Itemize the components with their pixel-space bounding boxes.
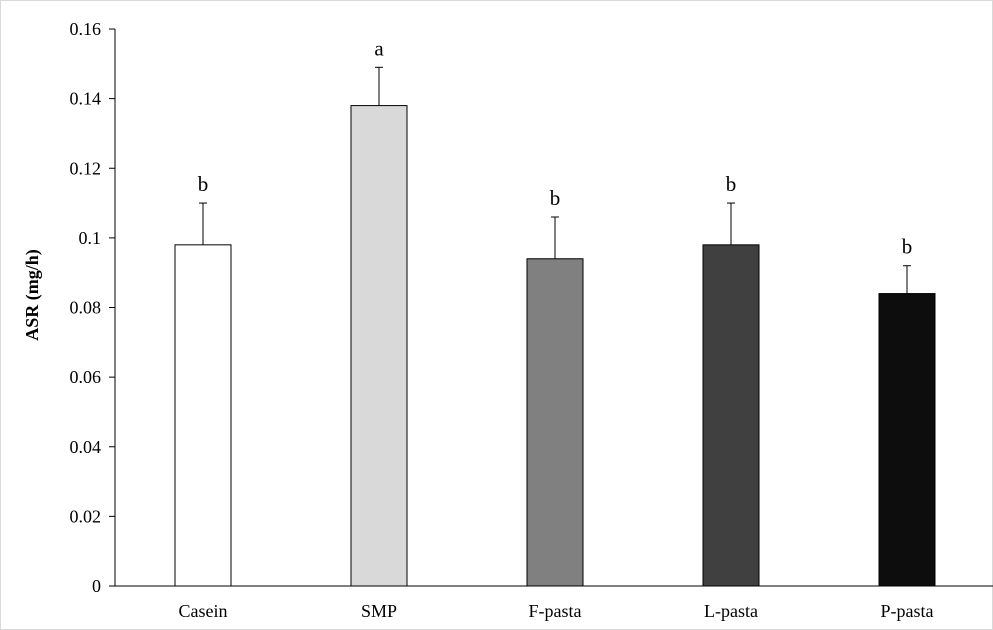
significance-label: b bbox=[902, 235, 913, 259]
y-tick-label: 0.16 bbox=[70, 19, 102, 39]
x-tick-label: F-pasta bbox=[529, 601, 582, 621]
x-tick-label: L-pasta bbox=[704, 601, 758, 621]
x-tick-label: SMP bbox=[361, 601, 397, 621]
bar-p-pasta bbox=[878, 293, 936, 587]
y-axis: 0 0.02 0.04 0.06 0.08 0.1 0.12 0.14 0.16 bbox=[70, 19, 116, 596]
significance-label: b bbox=[198, 172, 209, 196]
significance-label: a bbox=[374, 36, 384, 60]
y-tick-label: 0.12 bbox=[70, 158, 102, 178]
y-tick-label: 0.04 bbox=[70, 437, 102, 457]
y-tick-label: 0 bbox=[92, 576, 101, 596]
bar-l-pasta bbox=[702, 244, 760, 587]
significance-label: b bbox=[550, 186, 561, 210]
y-axis-label: ASR (mg/h) bbox=[22, 249, 43, 341]
bar-smp bbox=[350, 105, 408, 587]
bar-f-pasta bbox=[526, 258, 584, 587]
y-tick-label: 0.14 bbox=[70, 89, 102, 109]
y-tick-label: 0.06 bbox=[70, 367, 102, 387]
bars: b a b b b bbox=[174, 36, 936, 587]
y-tick-label: 0.08 bbox=[70, 298, 102, 318]
x-tick-label: Casein bbox=[179, 601, 228, 621]
significance-label: b bbox=[726, 172, 737, 196]
y-tick-label: 0.1 bbox=[79, 228, 102, 248]
bar-casein bbox=[174, 244, 232, 587]
x-tick-label: P-pasta bbox=[881, 601, 934, 621]
y-tick-label: 0.02 bbox=[70, 506, 102, 526]
